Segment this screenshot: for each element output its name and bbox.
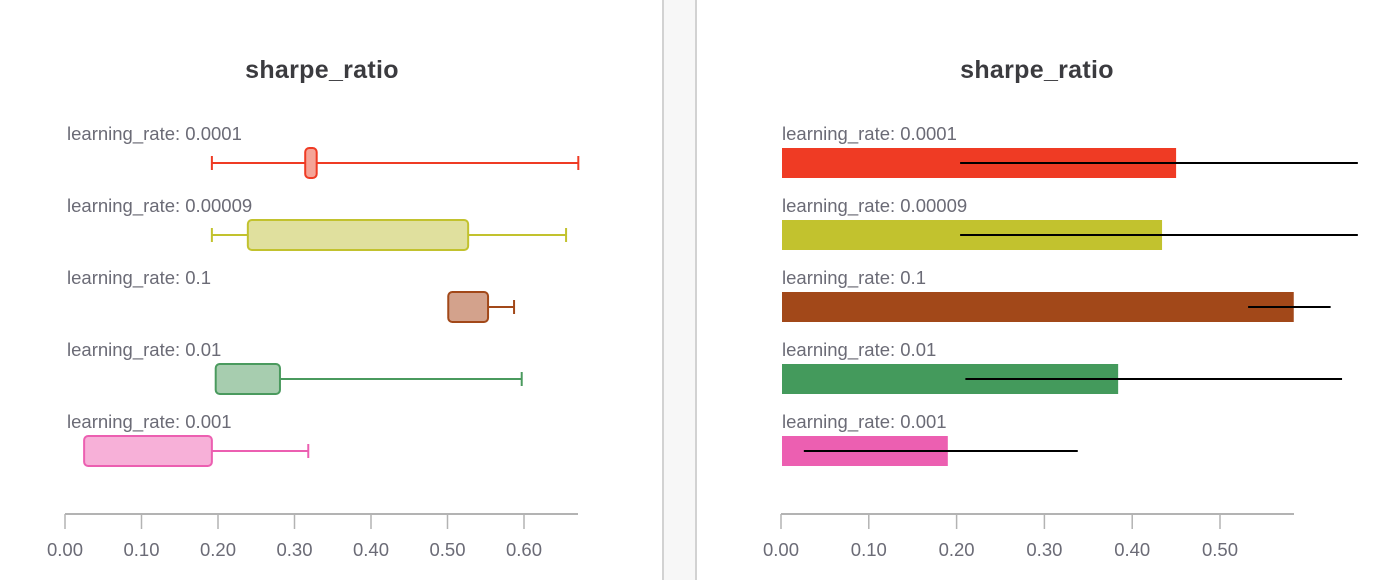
row-label: learning_rate: 0.00009 — [782, 195, 967, 217]
bar-row[interactable]: learning_rate: 0.0001 — [782, 123, 1358, 178]
row-label: learning_rate: 0.0001 — [782, 123, 957, 145]
tick-label: 0.20 — [200, 539, 236, 560]
chart-title: sharpe_ratio — [960, 56, 1114, 84]
row-label: learning_rate: 0.001 — [67, 411, 232, 433]
row-label: learning_rate: 0.001 — [782, 411, 947, 433]
panel-divider[interactable] — [662, 0, 697, 580]
boxplot-panel: sharpe_ratio learning_rate: 0.0001 learni… — [0, 0, 663, 580]
row-label: learning_rate: 0.1 — [67, 267, 211, 289]
chart-title: sharpe_ratio — [245, 56, 399, 84]
tick-label: 0.30 — [1026, 539, 1062, 560]
iqr-box[interactable] — [246, 219, 470, 251]
row-label: learning_rate: 0.01 — [782, 339, 936, 361]
iqr-box[interactable] — [83, 435, 213, 467]
tick-label: 0.10 — [123, 539, 159, 560]
bar-row[interactable]: learning_rate: 0.001 — [782, 411, 1078, 466]
tick-label: 0.40 — [1114, 539, 1150, 560]
box-row[interactable]: learning_rate: 0.01 — [67, 339, 523, 395]
box-row[interactable]: learning_rate: 0.1 — [67, 267, 516, 323]
bar-row[interactable]: learning_rate: 0.00009 — [782, 195, 1358, 250]
bar-chart: learning_rate: 0.0001 learning_rate: 0.00… — [763, 123, 1358, 560]
box-row[interactable]: learning_rate: 0.00009 — [67, 195, 568, 251]
tick-label: 0.30 — [276, 539, 312, 560]
box-row[interactable]: learning_rate: 0.0001 — [67, 123, 580, 179]
bar-row[interactable]: learning_rate: 0.01 — [782, 339, 1343, 394]
iqr-box[interactable] — [447, 291, 490, 323]
boxplot-chart: learning_rate: 0.0001 learning_rate: 0.00… — [47, 123, 580, 560]
tick-label: 0.60 — [506, 539, 542, 560]
tick-label: 0.10 — [851, 539, 887, 560]
tick-label: 0.20 — [939, 539, 975, 560]
row-label: learning_rate: 0.1 — [782, 267, 926, 289]
bar-panel: sharpe_ratio learning_rate: 0.0001 learni… — [697, 0, 1376, 580]
tick-label: 0.50 — [429, 539, 465, 560]
tick-label: 0.00 — [763, 539, 799, 560]
x-axis: 0.00 0.10 0.20 0.30 0.40 0.50 — [763, 513, 1294, 560]
iqr-box[interactable] — [214, 363, 281, 395]
row-label: learning_rate: 0.00009 — [67, 195, 252, 217]
row-label: learning_rate: 0.0001 — [67, 123, 242, 145]
tick-label: 0.40 — [353, 539, 389, 560]
tick-label: 0.00 — [47, 539, 83, 560]
bar[interactable] — [782, 292, 1294, 322]
iqr-box[interactable] — [304, 147, 318, 179]
row-label: learning_rate: 0.01 — [67, 339, 221, 361]
x-axis: 0.00 0.10 0.20 0.30 0.40 0.50 0.60 — [47, 513, 578, 560]
box-row[interactable]: learning_rate: 0.001 — [67, 411, 310, 467]
tick-label: 0.50 — [1202, 539, 1238, 560]
bar-row[interactable]: learning_rate: 0.1 — [782, 267, 1331, 322]
